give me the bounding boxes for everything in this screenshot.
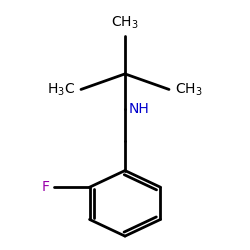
Text: CH$_3$: CH$_3$ [111, 14, 139, 30]
Text: NH: NH [129, 102, 150, 117]
Text: CH$_3$: CH$_3$ [175, 81, 203, 98]
Text: F: F [41, 180, 49, 194]
Text: H$_3$C: H$_3$C [47, 81, 75, 98]
